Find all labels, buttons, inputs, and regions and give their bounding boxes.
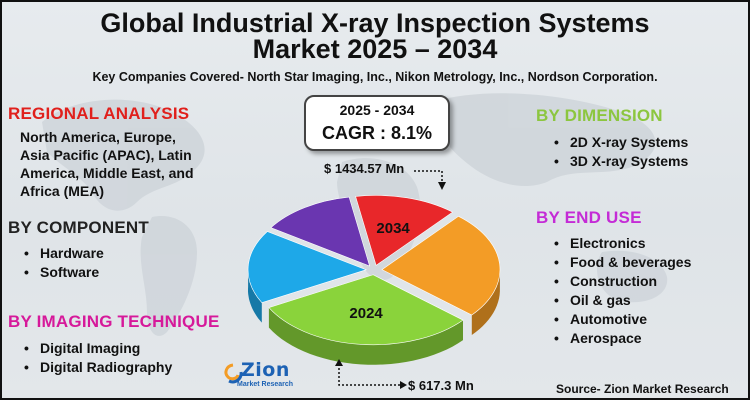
list-item: 2D X-ray Systems (550, 133, 688, 152)
list-item: Automotive (550, 310, 691, 329)
list-item: Software (20, 263, 104, 282)
regional-line-4: Africa (MEA) (20, 183, 105, 199)
list-item: 3D X-ray Systems (550, 152, 688, 171)
by-dimension-heading: BY DIMENSION (536, 106, 663, 125)
pie-slice-label-2: 2024 (349, 305, 383, 322)
logo-subtext: Market Research (237, 381, 294, 388)
amount-2034-label: $ 1434.57 Mn (324, 161, 405, 176)
cagr-value: CAGR : 8.1% (321, 123, 433, 143)
pie-slice-label-0: 2034 (376, 220, 410, 237)
pie-slice-0 (355, 195, 454, 266)
by-end-use-heading: BY END USE (536, 208, 642, 227)
regional-line-3: America, Middle East, and (20, 165, 194, 181)
list-item: Electronics (550, 234, 691, 253)
component-list: Hardware Software (20, 244, 104, 282)
list-item: Oil & gas (550, 291, 691, 310)
pie-slice-side-3 (248, 266, 262, 323)
cagr-box: 2025 - 2034 CAGR : 8.1% (304, 95, 450, 151)
zion-logo: Zion Market Research (223, 359, 293, 395)
list-item: Construction (550, 272, 691, 291)
regional-line-2: Asia Pacific (APAC), Latin (20, 147, 192, 163)
pie-slice-1 (381, 215, 501, 316)
logo-swirl-icon (224, 363, 243, 384)
list-item: Aerospace (550, 329, 691, 348)
list-item: Hardware (20, 244, 104, 263)
imaging-list: Digital Imaging Digital Radiography (20, 339, 172, 377)
key-companies-subtitle: Key Companies Covered- North Star Imagin… (92, 70, 658, 84)
title-line-1: Global Industrial X-ray Inspection Syste… (100, 8, 650, 38)
by-imaging-technique-heading: BY IMAGING TECHNIQUE (8, 312, 220, 331)
pie-slice-side-2 (268, 307, 463, 365)
list-item: Food & beverages (550, 253, 691, 272)
by-component-heading: BY COMPONENT (8, 218, 149, 237)
list-item: Digital Imaging (20, 339, 172, 358)
cagr-period: 2025 - 2034 (339, 102, 415, 118)
title-line-2: Market 2025 – 2034 (252, 34, 498, 64)
pie-slice-3 (247, 231, 367, 303)
regional-line-1: North America, Europe, (20, 129, 176, 145)
logo-wordmark: Zion (241, 359, 290, 381)
pie-slice-side-1 (471, 267, 500, 335)
list-item: Digital Radiography (20, 358, 172, 377)
pie-slice-2 (268, 274, 464, 346)
amount-2024-label: $ 617.3 Mn (408, 378, 474, 393)
dimension-list: 2D X-ray Systems 3D X-ray Systems (550, 133, 688, 171)
pie-slice-4 (270, 196, 371, 267)
regional-analysis-heading: REGIONAL ANALYSIS (8, 104, 190, 123)
end-use-list: Electronics Food & beverages Constructio… (550, 234, 691, 348)
source-note: Source- Zion Market Research (556, 382, 729, 396)
